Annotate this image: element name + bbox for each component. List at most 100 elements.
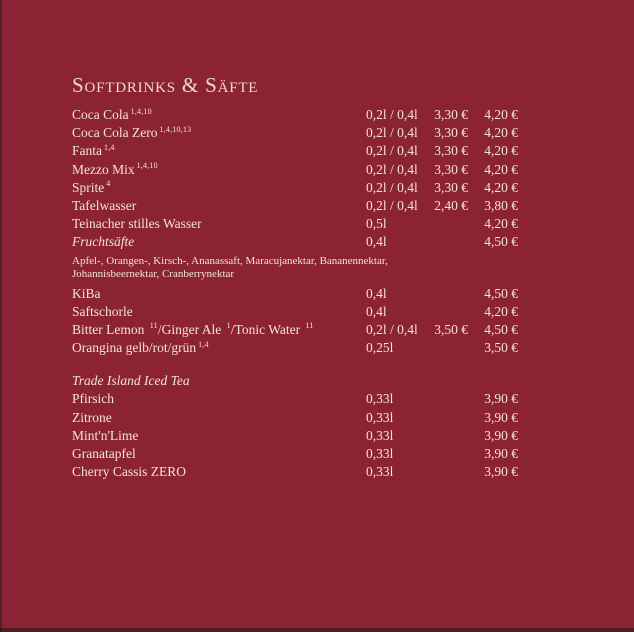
item-price-small: 3,30 € [434,143,468,159]
menu-rows: Coca Cola 1,4,10 0,2l / 0,4l 3,30 €4,20 € Co… [72,107,634,482]
menu-item-row: Mint'n'Lime 0,33l 3,90 € [72,428,634,446]
menu-item-row: Coca Cola 1,4,10 0,2l / 0,4l 3,30 €4,20 € [72,107,634,125]
footnote-superscript: 11 [305,321,314,331]
item-name-text: Bitter Lemon [72,321,148,337]
item-name-text: Saftschorle [72,303,133,319]
menu-item-row: Trade Island Iced Tea [72,373,634,391]
item-size: 0,2l / 0,4l [366,107,418,122]
menu-item-row: Pfirsich 0,33l 3,90 € [72,391,634,409]
item-size: 0,4l [366,234,387,250]
item-name-text: Mint'n'Lime [72,427,139,443]
footnote-superscript: 1 [226,321,231,331]
menu-item-row: Zitrone 0,33l 3,90 € [72,410,634,428]
item-name-text: Granatapfel [72,446,136,461]
footnote-superscript: 1,4,10 [136,161,158,171]
item-price-small: 3,30 € [434,161,468,177]
item-size: 0,33l [366,446,394,461]
item-name: Sprite 4 [72,180,366,196]
item-size: 0,2l / 0,4l [366,197,418,213]
item-name-text: Fanta [72,143,102,159]
item-description: Apfel-, Orangen-, Kirsch-, Ananassaft, M… [72,254,388,281]
item-price-large: 4,20 € [484,107,518,122]
page-left-edge-shadow [0,0,2,632]
menu-item-row: Bitter Lemon 11/Ginger Ale 1/Tonic Water… [72,322,634,340]
item-name: Trade Island Iced Tea [72,373,366,389]
page-bottom-edge-shadow [0,628,634,632]
menu-item-row: Saftschorle 0,4l 4,20 € [72,304,634,322]
item-size: 0,4l [366,285,387,301]
item-name-text: Trade Island Iced Tea [72,373,190,389]
item-name-text: Tafelwasser [72,197,137,213]
item-size: 0,25l [366,340,394,356]
menu-item-row: Teinacher stilles Wasser 0,5l 4,20 € [72,216,634,234]
footnote-superscript: 1,4,10,13 [159,124,192,134]
item-name: Teinacher stilles Wasser [72,216,366,232]
item-name: Zitrone [72,410,366,426]
item-name: Orangina gelb/rot/grün 1,4 [72,340,366,356]
section-title: Softdrinks & Säfte [72,73,259,97]
item-name-text: Zitrone [72,409,112,425]
footnote-superscript: 1,4 [198,339,209,349]
item-price-large: 4,20 € [484,179,518,195]
item-name: Fruchtsäfte [72,234,366,250]
item-size: 0,33l [366,464,394,480]
item-price-large: 4,20 € [484,216,518,232]
item-size: 0,2l / 0,4l [366,143,418,159]
item-price-large: 4,50 € [484,234,518,250]
item-size: 0,2l / 0,4l [366,321,418,337]
footnote-superscript: 4 [106,179,111,189]
item-name-text: Sprite [72,179,105,195]
item-name: Fanta 1,4 [72,143,366,159]
item-name: Cherry Cassis ZERO [72,464,366,480]
menu-content: Softdrinks & Säfte Coca Cola 1,4,10 0,2l /… [72,73,634,482]
menu-spacer [72,358,634,373]
item-name-text: KiBa [72,285,101,301]
item-price-large: 3,90 € [484,409,518,425]
footnote-superscript: 1,4,10 [130,106,152,116]
menu-note-row: Apfel-, Orangen-, Kirsch-, Ananassaft, M… [72,255,634,282]
menu-item-row: Mezzo Mix 1,4,10 0,2l / 0,4l 3,30 € 4,20 € [72,162,634,180]
item-name: KiBa [72,286,366,302]
item-name: Saftschorle [72,304,366,320]
item-name: Coca Cola Zero 1,4,10,13 [72,125,366,141]
item-price-small: 3,50 € [434,321,468,337]
item-price-large: 3,90 € [484,464,518,480]
item-size: 0,33l [366,427,394,443]
item-price-large: 3,90 € [484,427,518,443]
item-size: 0,5l [366,216,387,232]
item-price-large: 4,20 € [484,143,518,159]
item-price-small: 3,30 € [434,125,468,141]
menu-item-row: KiBa 0,4l 4,50 € [72,286,634,304]
item-name-text: Orangina gelb/rot/grün [72,340,197,356]
item-name: Mezzo Mix 1,4,10 [72,162,366,178]
item-size: 0,2l / 0,4l [366,161,418,177]
footnote-superscript: 11 [149,321,158,331]
item-name: Granatapfel [72,446,366,462]
item-name-text: Cherry Cassis ZERO [72,464,186,480]
item-size: 0,2l / 0,4l [366,125,418,141]
item-price-large: 4,20 € [484,125,518,141]
menu-item-row: Sprite 4 0,2l / 0,4l 3,30 €4,20 € [72,180,634,198]
menu-item-row: Cherry Cassis ZERO 0,33l 3,90 € [72,464,634,482]
item-size: 0,4l [366,303,387,319]
item-price-small: 2,40 € [434,197,468,213]
item-price-large: 4,50 € [484,285,518,301]
item-price-large: 4,50 € [484,321,518,337]
item-size: 0,2l / 0,4l [366,179,418,195]
item-price-large: 3,90 € [484,446,518,461]
item-price-large: 3,90 € [484,391,518,407]
item-name-text: Coca Cola [72,107,129,122]
menu-item-row: Tafelwasser 0,2l / 0,4l 2,40 € 3,80 € [72,198,634,216]
item-price-large: 4,20 € [484,303,518,319]
item-price-small: 3,30 € [434,107,468,122]
item-name-text: Teinacher stilles Wasser [72,216,202,232]
item-size: 0,33l [366,391,394,407]
item-price-large: 4,20 € [484,161,518,177]
item-name-text: /Ginger Ale [157,321,225,337]
menu-item-row: Coca Cola Zero 1,4,10,13 0,2l / 0,4l 3,30 €… [72,125,634,143]
item-name: Coca Cola 1,4,10 [72,107,366,123]
item-name: Tafelwasser [72,198,366,214]
menu-item-row: Fanta 1,4 0,2l / 0,4l 3,30 € 4,20 € [72,143,634,161]
item-name-text: Pfirsich [72,391,114,407]
